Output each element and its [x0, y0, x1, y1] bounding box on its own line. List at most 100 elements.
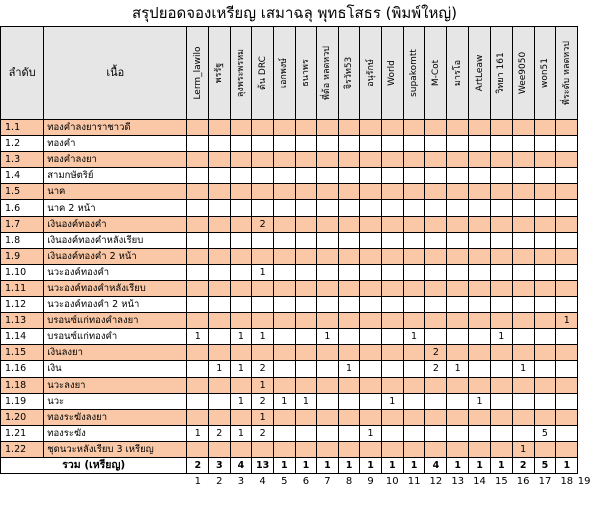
- row-item-name[interactable]: ทองคำลงยาราชาวดี: [43, 118, 188, 137]
- cell-value[interactable]: [468, 231, 491, 249]
- cell-value[interactable]: [229, 167, 253, 185]
- header-member[interactable]: มารโอ: [446, 26, 470, 120]
- cell-value[interactable]: [273, 312, 296, 330]
- cell-value[interactable]: [555, 167, 579, 185]
- cell-value[interactable]: [273, 183, 296, 201]
- cell-value[interactable]: [446, 440, 470, 458]
- cell-value[interactable]: [186, 408, 210, 426]
- cell-value[interactable]: [273, 247, 296, 265]
- cell-value[interactable]: [251, 135, 275, 153]
- row-index[interactable]: 1.7: [0, 215, 45, 233]
- cell-value[interactable]: [229, 247, 253, 265]
- cell-value[interactable]: [273, 408, 296, 426]
- cell-value[interactable]: [402, 263, 426, 281]
- cell-value[interactable]: [251, 279, 275, 298]
- cell-value[interactable]: [359, 328, 382, 346]
- cell-value[interactable]: [359, 360, 382, 378]
- cell-value[interactable]: [273, 118, 296, 137]
- cell-value[interactable]: [208, 279, 231, 298]
- cell-value[interactable]: [424, 376, 448, 394]
- cell-value[interactable]: [555, 118, 579, 137]
- cell-value[interactable]: [533, 263, 557, 281]
- cell-value[interactable]: [208, 118, 231, 137]
- cell-value[interactable]: [359, 408, 382, 426]
- cell-value[interactable]: [555, 263, 579, 281]
- cell-value[interactable]: [468, 360, 491, 378]
- cell-value[interactable]: [533, 344, 557, 362]
- cell-value[interactable]: [294, 215, 318, 233]
- cell-value[interactable]: [337, 408, 361, 426]
- cell-value[interactable]: [424, 392, 448, 410]
- cell-value[interactable]: 1: [316, 328, 339, 346]
- row-index[interactable]: 1.20: [0, 408, 45, 426]
- cell-value[interactable]: [359, 344, 382, 362]
- cell-value[interactable]: [316, 424, 339, 442]
- cell-value[interactable]: [489, 167, 513, 185]
- total-value[interactable]: 1: [294, 456, 318, 474]
- cell-value[interactable]: [533, 151, 557, 169]
- cell-value[interactable]: [380, 215, 404, 233]
- row-index[interactable]: 1.22: [0, 440, 45, 458]
- cell-value[interactable]: [402, 424, 426, 442]
- cell-value[interactable]: [251, 199, 275, 217]
- cell-value[interactable]: [251, 312, 275, 330]
- cell-value[interactable]: [359, 376, 382, 394]
- cell-value[interactable]: [402, 167, 426, 185]
- cell-value[interactable]: [446, 279, 470, 298]
- cell-value[interactable]: [511, 344, 535, 362]
- cell-value[interactable]: [446, 151, 470, 169]
- cell-value[interactable]: [402, 215, 426, 233]
- cell-value[interactable]: [424, 231, 448, 249]
- cell-value[interactable]: [511, 215, 535, 233]
- cell-value[interactable]: [446, 183, 470, 201]
- cell-value[interactable]: 1: [186, 328, 210, 346]
- cell-value[interactable]: [446, 392, 470, 410]
- cell-value[interactable]: [337, 376, 361, 394]
- total-label[interactable]: รวม (เหรียญ): [0, 456, 188, 474]
- cell-value[interactable]: [533, 215, 557, 233]
- cell-value[interactable]: [229, 231, 253, 249]
- cell-value[interactable]: [555, 376, 579, 394]
- cell-value[interactable]: [555, 151, 579, 169]
- row-index[interactable]: 1.19: [0, 392, 45, 410]
- cell-value[interactable]: [337, 118, 361, 137]
- cell-value[interactable]: [316, 408, 339, 426]
- cell-value[interactable]: [273, 424, 296, 442]
- cell-value[interactable]: [359, 151, 382, 169]
- cell-value[interactable]: [273, 231, 296, 249]
- cell-value[interactable]: [489, 118, 513, 137]
- cell-value[interactable]: [511, 247, 535, 265]
- cell-value[interactable]: 1: [229, 424, 253, 442]
- cell-value[interactable]: [208, 263, 231, 281]
- cell-value[interactable]: [337, 424, 361, 442]
- total-value[interactable]: 1: [359, 456, 382, 474]
- cell-value[interactable]: [380, 344, 404, 362]
- cell-value[interactable]: 2: [251, 424, 275, 442]
- row-item-name[interactable]: ชุดนวะหลังเรียบ 3 เหรียญ: [43, 440, 188, 458]
- cell-value[interactable]: [511, 167, 535, 185]
- cell-value[interactable]: 2: [251, 392, 275, 410]
- cell-value[interactable]: [251, 247, 275, 265]
- cell-value[interactable]: [446, 376, 470, 394]
- cell-value[interactable]: [380, 424, 404, 442]
- cell-value[interactable]: [489, 231, 513, 249]
- cell-value[interactable]: [446, 247, 470, 265]
- cell-value[interactable]: 1: [251, 328, 275, 346]
- cell-value[interactable]: [251, 167, 275, 185]
- cell-value[interactable]: 2: [424, 344, 448, 362]
- cell-value[interactable]: [446, 167, 470, 185]
- header-member[interactable]: จิรวัท53: [337, 26, 361, 120]
- cell-value[interactable]: [273, 199, 296, 217]
- cell-value[interactable]: [380, 279, 404, 298]
- cell-value[interactable]: [294, 279, 318, 298]
- total-value[interactable]: 1: [468, 456, 491, 474]
- cell-value[interactable]: [511, 135, 535, 153]
- cell-value[interactable]: [337, 231, 361, 249]
- cell-value[interactable]: [424, 328, 448, 346]
- header-member[interactable]: World: [380, 26, 404, 120]
- total-value[interactable]: 1: [402, 456, 426, 474]
- cell-value[interactable]: 2: [251, 215, 275, 233]
- cell-value[interactable]: [468, 408, 491, 426]
- cell-value[interactable]: [208, 296, 231, 314]
- cell-value[interactable]: [402, 279, 426, 298]
